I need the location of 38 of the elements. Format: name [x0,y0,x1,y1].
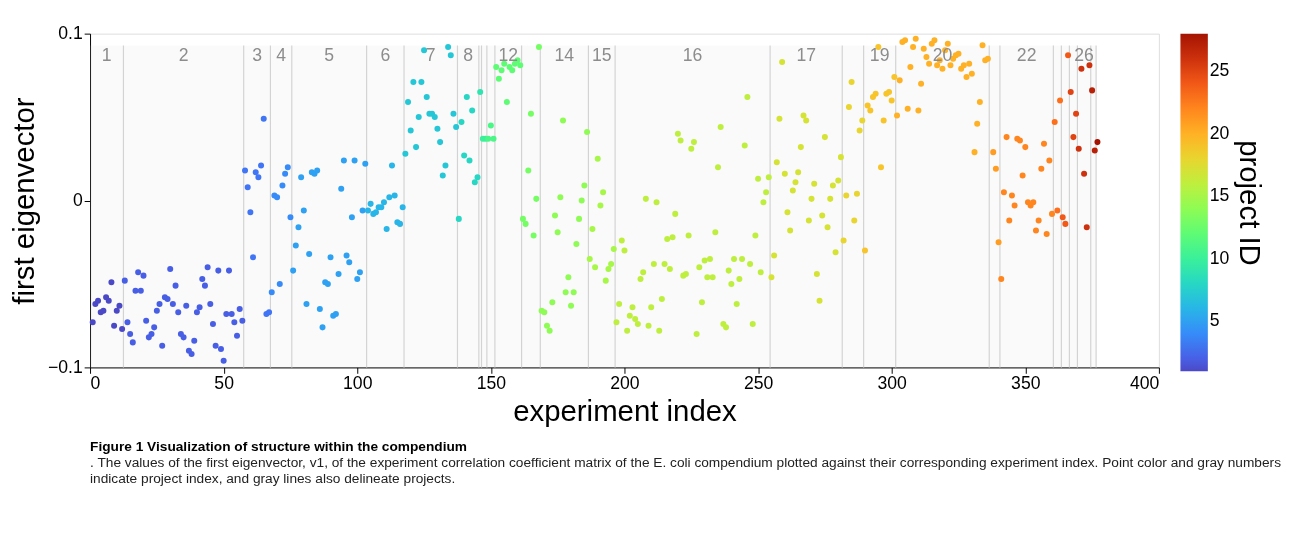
text: . The values of the first eigenvector, v1, of the experiment correlation coefficient matrix of the E. coli compendium plotted against their corresponding experiment index. Point color and gray numbers indicate project index, and gray lines also delineate projects. [90,455,1282,486]
color-bar-label: 15 [1209,185,1230,206]
band-label: 5 [324,45,335,66]
y-tick-label: −0.1 [47,356,83,377]
band-label: 1 [101,45,112,66]
color-bar-label: 20 [1209,122,1230,143]
band-label: 8 [463,45,474,66]
color-bar-label: 10 [1209,247,1230,268]
x-tick-label: 400 [1130,373,1160,394]
color-bar-label: 5 [1209,310,1220,331]
band-label: 7 [425,45,436,66]
band-label: 19 [869,45,890,66]
band-label: 22 [1016,45,1037,66]
band-label: 6 [380,45,391,66]
x-tick-label: 200 [610,373,640,394]
band-label: 4 [276,45,287,66]
band-label: 26 [1074,45,1095,66]
x-tick-label: 50 [214,373,235,394]
y-tick-label: 0 [72,189,83,210]
color-bar-title: project ID [1234,140,1268,266]
y-tick-label: 0.1 [58,23,83,44]
x-tick-label: 300 [877,373,908,394]
x-axis-title: experiment index [513,393,738,427]
y-axis-title: first eigenvector [7,97,41,305]
band-label: 14 [554,45,575,66]
x-tick-label: 0 [90,373,101,394]
band-label: 17 [796,45,816,66]
band-label: 12 [498,45,519,66]
text: Figure 1 Visualization of structure within the compendium [90,438,468,454]
band-label: 16 [682,45,703,66]
band-label: 3 [252,45,263,66]
x-tick-label: 100 [343,373,373,394]
band-label: 15 [591,45,612,66]
x-tick-label: 250 [743,373,774,394]
x-tick-label: 150 [476,373,507,394]
x-tick-label: 350 [1011,373,1041,394]
band-label: 2 [178,45,189,66]
color-bar-label: 25 [1209,60,1230,81]
